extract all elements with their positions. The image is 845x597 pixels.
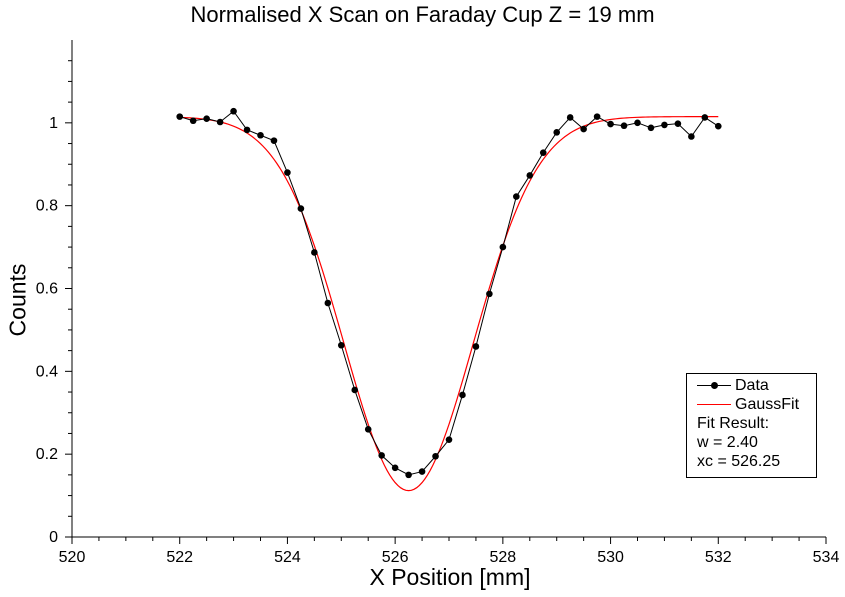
data-point — [176, 113, 184, 120]
data-point — [553, 129, 561, 136]
data-point — [391, 464, 399, 472]
data-point — [405, 471, 412, 479]
data-point — [418, 468, 426, 475]
legend-label-data: Data — [735, 377, 769, 394]
legend-symbol-data — [697, 376, 733, 395]
data-point — [364, 426, 372, 433]
y-tick-label: 0 — [49, 529, 58, 546]
data-point — [257, 131, 264, 139]
legend-entry-gaussfit: GaussFit — [697, 395, 816, 414]
data-point — [688, 133, 695, 140]
y-tick-label: 0.2 — [36, 446, 58, 463]
data-point — [661, 121, 668, 129]
x-tick-label: 520 — [59, 549, 86, 566]
y-tick-label: 0.4 — [36, 363, 58, 380]
data-series-line — [179, 110, 719, 476]
data-point — [270, 137, 278, 144]
data-point — [674, 120, 682, 127]
y-tick-label: 1 — [49, 115, 58, 132]
data-point — [189, 117, 197, 125]
fit-layer — [179, 116, 719, 492]
legend-label-gaussfit: GaussFit — [735, 396, 800, 413]
chart-title: Normalised X Scan on Faraday Cup Z = 19 … — [190, 2, 655, 27]
legend: Data GaussFit Fit Result: w = 2.40 xc = … — [686, 373, 817, 478]
gaussfit-curve — [179, 116, 719, 492]
data-point — [539, 149, 547, 156]
legend-entry-data: Data — [697, 376, 816, 395]
y-tick-label: 0.8 — [36, 198, 58, 215]
data-point — [243, 126, 251, 134]
data-point — [311, 249, 318, 256]
x-axis-label: X Position [mm] — [369, 564, 531, 590]
data-point — [714, 122, 722, 130]
data-point — [445, 436, 453, 443]
data-point — [472, 343, 480, 350]
data-point — [620, 122, 628, 130]
x-tick-label: 528 — [490, 549, 517, 566]
y-axis-label: Counts — [4, 263, 31, 337]
data-point — [486, 290, 493, 298]
fit-result-center: xc = 526.25 — [697, 453, 781, 470]
data-point — [513, 193, 520, 200]
fit-result-heading: Fit Result: — [697, 415, 770, 432]
data-point — [216, 118, 224, 126]
data-point — [230, 107, 237, 115]
data-point — [593, 113, 601, 120]
data-point — [351, 386, 359, 394]
y-tick-label: 0.6 — [36, 281, 58, 298]
data-point — [580, 125, 587, 133]
x-tick-label: 532 — [705, 549, 732, 566]
data-point — [378, 452, 385, 459]
data-point — [432, 452, 439, 460]
data-point — [203, 115, 210, 122]
x-tick-label: 534 — [813, 549, 840, 566]
axes: 520 522 524 526 528 530 532 534 0 0.2 0.4 0.6 0.8 1 — [36, 40, 840, 566]
data-point — [566, 114, 574, 121]
x-tick-label: 522 — [166, 549, 193, 566]
data-point — [526, 172, 534, 179]
data-point — [701, 114, 709, 121]
data-point — [284, 169, 291, 176]
data-point — [297, 205, 305, 212]
data-point — [499, 243, 507, 251]
data-point — [647, 124, 655, 132]
data-point — [634, 119, 641, 127]
x-tick-label: 526 — [382, 549, 409, 566]
legend-symbol-gaussfit — [697, 395, 733, 414]
data-point — [324, 299, 332, 307]
data-point — [459, 391, 466, 399]
fit-result-width: w = 2.40 — [697, 434, 758, 451]
data-layer — [176, 107, 722, 479]
data-point — [607, 120, 614, 128]
x-tick-label: 530 — [597, 549, 624, 566]
data-point — [337, 341, 345, 349]
x-tick-label: 524 — [274, 549, 301, 566]
